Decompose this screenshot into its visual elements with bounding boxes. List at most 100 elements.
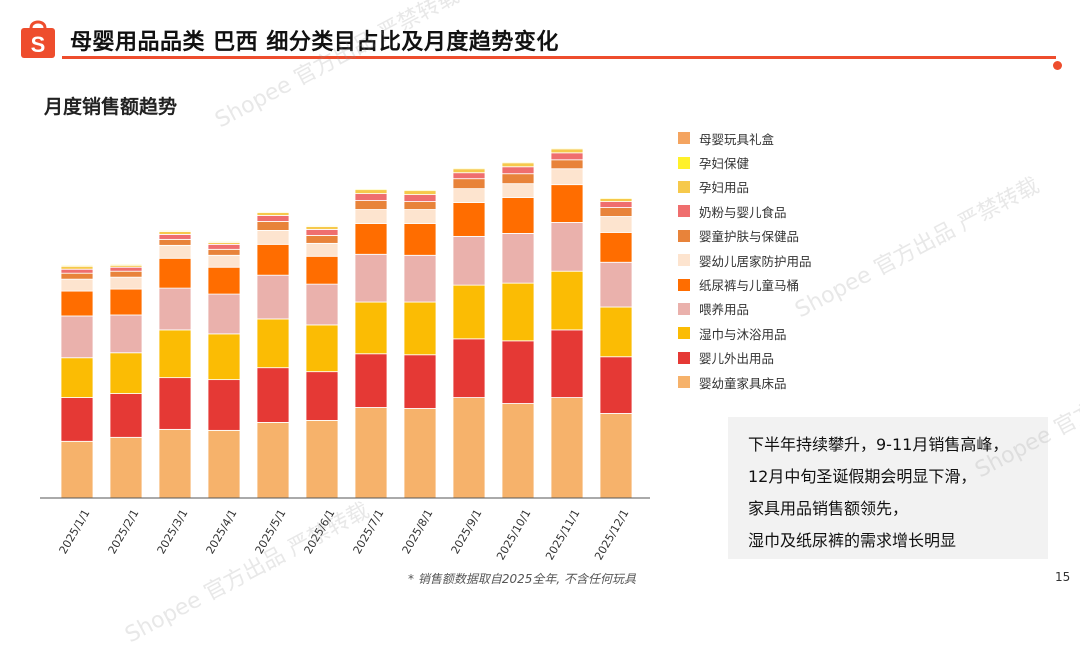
x-tick-label: 2025/10/1	[494, 507, 533, 562]
bar-segment	[550, 397, 584, 499]
bar-segment	[305, 324, 339, 373]
bar-segment	[452, 338, 486, 398]
bar-segment	[452, 397, 486, 499]
bar-segment	[256, 212, 290, 216]
legend-label: 婴幼童家具床品	[699, 375, 787, 391]
legend-label: 婴童护肤与保健品	[699, 229, 800, 245]
bar-segment	[256, 274, 290, 320]
bar-segment	[109, 352, 143, 394]
bar-segment	[109, 263, 143, 265]
bar-segment	[501, 282, 535, 342]
bar-segment	[305, 255, 339, 285]
bar-segment	[256, 210, 290, 212]
bar-segment	[109, 276, 143, 290]
bar-segment	[158, 238, 192, 246]
bar-segment	[207, 293, 241, 335]
bar-segment	[109, 393, 143, 438]
bar-segment	[207, 429, 241, 499]
bar-segment	[403, 223, 437, 256]
legend-item: 奶粉与婴儿食品	[678, 199, 888, 223]
bar-segment	[550, 168, 584, 186]
bar-segment	[599, 207, 633, 217]
bar-segment	[354, 407, 388, 499]
legend-swatch	[678, 302, 690, 315]
legend-swatch	[678, 132, 690, 145]
bar-segment	[452, 168, 486, 174]
x-tick-label: 2025/11/1	[543, 507, 582, 562]
bar-segment	[207, 266, 241, 295]
legend-label: 孕妇用品	[699, 180, 750, 196]
bar-segment	[403, 254, 437, 303]
legend-item: 孕妇用品	[678, 175, 888, 199]
bar-segment	[403, 194, 437, 202]
bar-segment	[354, 223, 388, 255]
legend-item: 孕妇保健	[678, 150, 888, 174]
bar-segment	[550, 148, 584, 154]
bar-segment	[60, 290, 94, 317]
bar-segment	[550, 270, 584, 331]
title-underline-dot	[1053, 61, 1062, 70]
legend-label: 喂养用品	[699, 302, 750, 318]
bar-segment	[109, 270, 143, 278]
bar-segment	[501, 403, 535, 499]
bar-segment	[60, 397, 94, 442]
bar-segment	[452, 284, 486, 340]
legend-label: 婴幼儿居家防护用品	[699, 253, 812, 269]
bar-segment	[305, 229, 339, 236]
bar-segment	[501, 183, 535, 198]
bar-segment	[256, 230, 290, 245]
bar-segment	[207, 248, 241, 256]
x-tick-label: 2025/9/1	[449, 507, 485, 556]
bar-segment	[403, 201, 437, 210]
bar-segment	[599, 413, 633, 499]
bar-segment	[501, 197, 535, 234]
bar-segment	[501, 166, 535, 175]
legend-swatch	[678, 327, 690, 340]
bar-segment	[403, 190, 437, 196]
bar-segment	[501, 160, 535, 163]
bar-segment	[354, 187, 388, 190]
bar-segment	[403, 188, 437, 191]
bar-segment	[207, 254, 241, 268]
x-tick-label: 2025/7/1	[351, 507, 387, 556]
chart-legend: 母婴玩具礼盒孕妇保健孕妇用品奶粉与婴儿食品婴童护肤与保健品 婴幼儿居家防护用品纸尿…	[678, 126, 888, 394]
legend-item: 婴幼儿居家防护用品	[678, 248, 888, 272]
bar-segment	[158, 233, 192, 240]
legend-swatch	[678, 156, 690, 169]
bar-segment	[109, 288, 143, 316]
bar-segment	[452, 235, 486, 286]
bar-segment	[550, 329, 584, 398]
legend-label: 母婴玩具礼盒	[699, 131, 775, 147]
legend-swatch	[678, 180, 690, 193]
legend-item: 纸尿裤与儿童马桶	[678, 272, 888, 296]
note-line-2: 12月中旬圣诞假期会明显下滑，	[748, 467, 977, 486]
legend-item: 婴童护肤与保健品	[678, 224, 888, 248]
bar-segment	[501, 173, 535, 185]
legend-label: 婴儿外出用品	[699, 351, 775, 367]
bar-segment	[599, 232, 633, 263]
bar-segment	[550, 184, 584, 223]
bar-segment	[501, 162, 535, 168]
legend-item: 婴幼童家具床品	[678, 370, 888, 394]
bar-segment	[305, 420, 339, 499]
bar-segment	[550, 159, 584, 170]
bar-segment	[158, 377, 192, 430]
x-tick-labels: 2025/1/1 2025/2/1 2025/3/1 2025/4/1 2025/5/1…	[57, 507, 632, 562]
bar-segment	[599, 261, 633, 308]
bar-segment	[60, 265, 94, 270]
x-tick-label: 2025/12/1	[592, 507, 631, 562]
bar-segment	[403, 301, 437, 356]
bar-segment	[354, 253, 388, 303]
bar-segment	[550, 222, 584, 272]
bar-segment	[305, 371, 339, 421]
legend-swatch	[678, 205, 690, 218]
bar-segment	[599, 198, 633, 202]
legend-swatch	[678, 351, 690, 364]
x-tick-label: 2025/1/1	[57, 507, 93, 556]
bar-segment	[256, 221, 290, 231]
bar-segment	[501, 232, 535, 284]
bar-segment	[60, 357, 94, 398]
bar-segment	[403, 209, 437, 224]
legend-swatch	[678, 376, 690, 389]
bar-segment	[452, 172, 486, 180]
